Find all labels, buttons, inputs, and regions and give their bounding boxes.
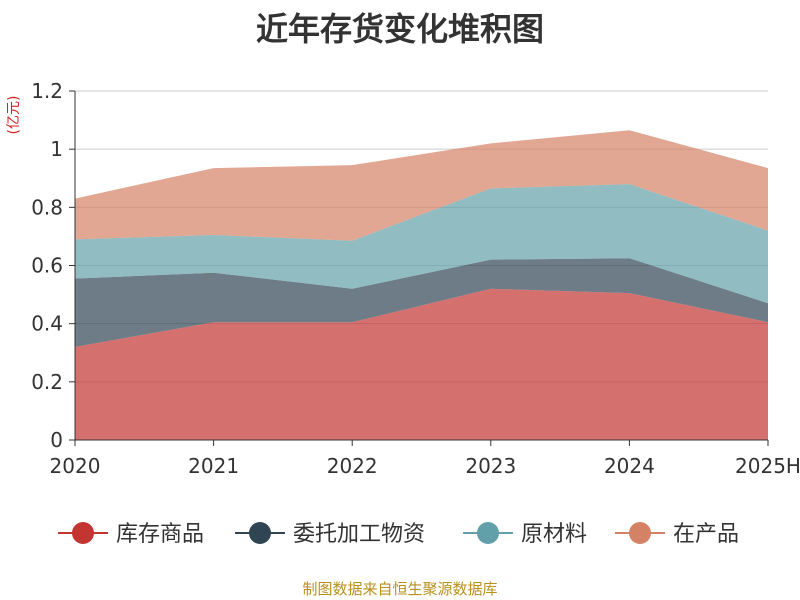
area-series-1 [75,288,768,440]
y-tick-label: 1.2 [31,79,63,103]
legend-marker-2 [249,522,271,544]
legend-label-1: 库存商品 [116,522,204,547]
y-tick-label: 0.6 [31,254,63,278]
legend-label-2: 委托加工物资 [293,522,425,547]
y-tick-label: 0.2 [31,370,63,394]
axes: 0 0.2 0.4 0.6 0.8 1 1.2 2020 2021 2022 2023 2024 202… [31,79,800,478]
legend-label-4: 在产品 [673,522,739,547]
legend-marker-4 [629,522,651,544]
x-tick-label: 2022 [327,454,378,478]
y-tick-label: 0.4 [31,312,63,336]
area-series-2 [75,258,768,347]
legend-label-3: 原材料 [521,522,587,547]
area-series-group [75,130,768,440]
y-tick-label: 1 [50,137,63,161]
y-tick-label: 0 [50,428,63,452]
legend-marker-3 [477,522,499,544]
chart-title: 近年存货变化堆积图 [255,10,544,48]
y-tick-label: 0.8 [31,195,63,219]
x-tick-label: 2020 [50,454,101,478]
x-tick-label: 2025H [735,454,800,478]
area-series-4 [75,130,768,241]
source-note: 制图数据来自恒生聚源数据库 [302,580,498,598]
x-tick-label: 2024 [604,454,655,478]
y-axis-label: (亿元) [6,96,22,135]
x-tick-label: 2021 [188,454,239,478]
legend: 库存商品 委托加工物资 原材料 在产品 [58,522,739,547]
x-tick-label: 2023 [465,454,516,478]
legend-marker-1 [72,522,94,544]
area-series-3 [75,184,768,304]
